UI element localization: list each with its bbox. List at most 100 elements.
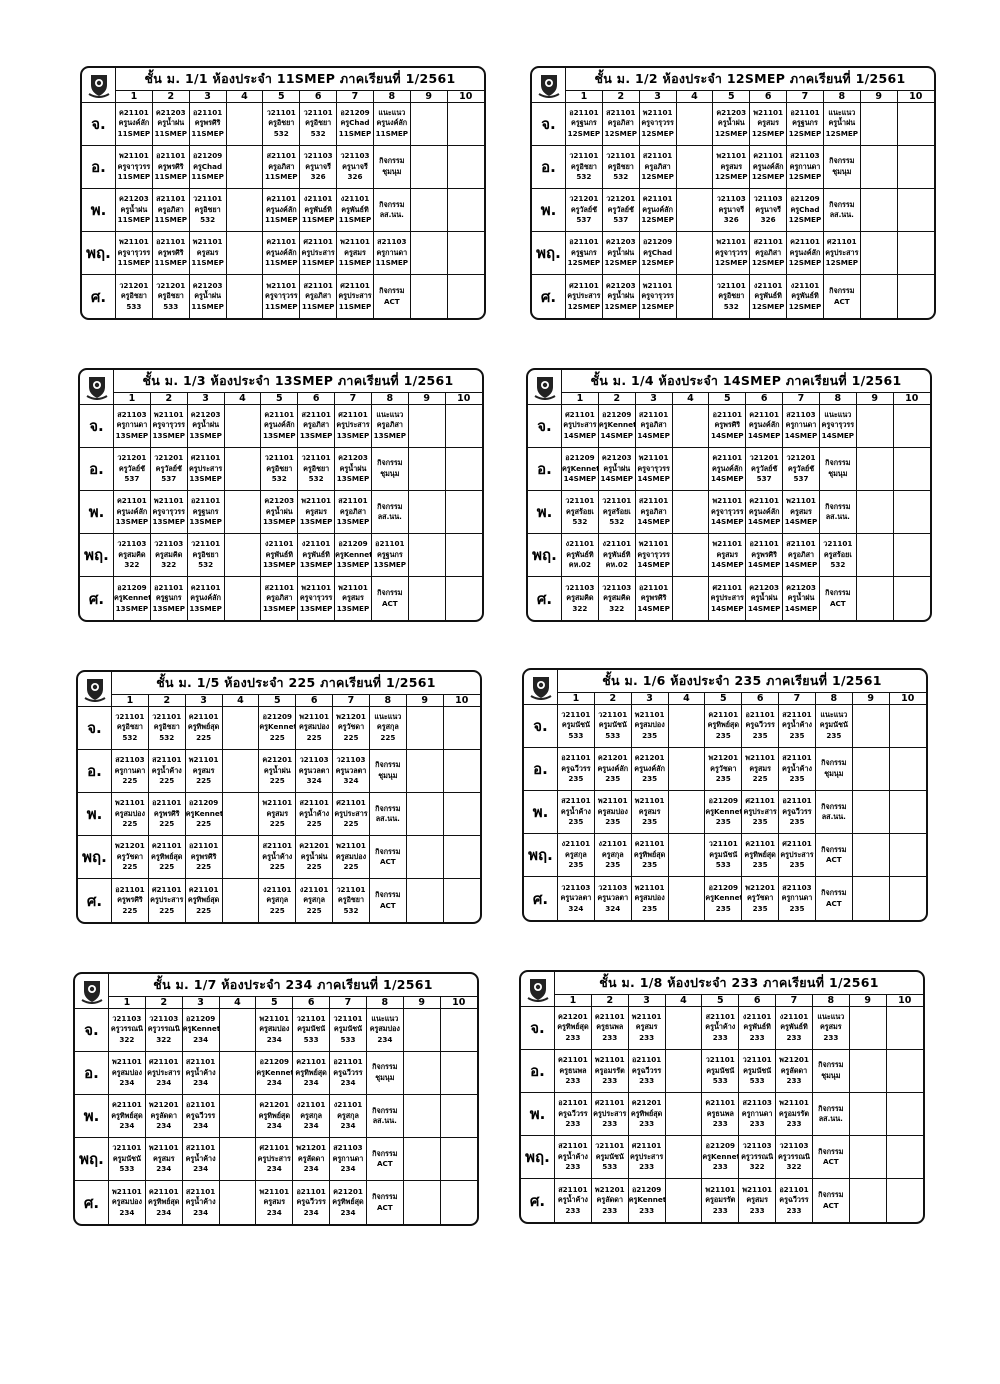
schedule-cell [444, 403, 482, 448]
schedule-cell: พ21101 ครูสมร 12SMEP [712, 144, 751, 189]
schedule-cell: กิจกรรม ACT [368, 878, 407, 922]
timetable-title: ชั้น ม. 1/6 ห้องประจำ 235 ภาคเรียนที่ 1/… [557, 670, 926, 693]
period-header: 6 [297, 391, 336, 405]
period-header: 6 [749, 89, 788, 103]
day-row: พ. ค21203 ครูน้ำฝน 11SMEP ส21101 ครูอภิสา … [82, 187, 484, 233]
day-row: ศ. ว21103 ครูสมคิด 322 ว21103 ครูสมคิด 322… [528, 576, 930, 620]
schedule-cell: ค21101 ครูทิพย์สุด 235 [741, 833, 780, 878]
schedule-cell: อ21209 ครูKennet 225 [258, 705, 297, 750]
schedule-cell: พ21101 ครูสมปอง 234 [108, 1180, 146, 1224]
day-label: พฤ. [78, 835, 112, 880]
schedule-cell [442, 791, 480, 837]
schedule-cell: กิจกรรม ชุมนุม [372, 144, 411, 189]
schedule-cell: ว21201 ครูวัลย์ชั 537 [782, 446, 820, 491]
schedule-cell: กิจกรรม ACT [811, 1135, 850, 1180]
day-row: ศ. ว21103 ครูนวลตา 324 ว21103 ครูนวลตา 324… [524, 876, 926, 920]
period-header: 10 [446, 89, 484, 103]
period-header: 9 [851, 691, 890, 705]
schedule-cell [888, 876, 926, 920]
schedule-cell: ง21101 ครูสกุล 234 [329, 1093, 367, 1139]
schedule-cell: ศ21101 ครูประสาร 14SMEP [561, 403, 599, 448]
schedule-cell [223, 489, 262, 535]
period-header: 7 [778, 691, 816, 705]
schedule-cell: ค21203 ครูน้ำฝน 13SMEP [186, 403, 225, 448]
timetable-grid: ชั้น ม. 1/1 ห้องประจำ 11SMEP ภาคเรียนที่… [82, 68, 484, 318]
period-header: 2 [597, 391, 636, 405]
schedule-cell [225, 231, 264, 276]
schedule-cell: ว21101 ครูอิชยา 532 [565, 144, 603, 189]
schedule-cell: ศ21101 ครูประสาร 233 [627, 1135, 666, 1180]
period-header: 3 [188, 89, 227, 103]
schedule-cell: ว21101 ครูอิชยา 532 [332, 878, 370, 922]
schedule-cell [444, 576, 482, 620]
period-header: 8 [814, 691, 853, 705]
schedule-cell: พ21101 ครูจารุวรร 13SMEP [297, 576, 336, 620]
schedule-cell [675, 187, 714, 233]
schedule-cell: พ21201 ครูวัชดา 225 [332, 705, 370, 750]
schedule-cell: ค21101 ครูทิพย์สุด 225 [184, 705, 223, 750]
schedule-cell: ว21101 ครูอิชยา 532 [188, 187, 227, 233]
schedule-cell: ส21101 ครูน้ำค้าง 233 [554, 1135, 592, 1180]
schedule-cell [851, 833, 890, 878]
class-timetable: ชั้น ม. 1/4 ห้องประจำ 14SMEP ภาคเรียนที่… [526, 368, 932, 622]
day-label: ศ. [524, 876, 558, 920]
schedule-cell: พ21101 ครูสมร 225 [184, 748, 223, 793]
class-timetable: ชั้น ม. 1/7 ห้องประจำ 234 ภาคเรียนที่ 1/… [73, 972, 479, 1226]
day-label: อ. [524, 746, 558, 791]
schedule-cell [892, 576, 930, 620]
schedule-cell [446, 101, 484, 146]
schedule-cell: อ21209 ครูKennet 225 [184, 791, 223, 837]
day-row: อ. อ21101 ครูฉวีวรร 235 ค21201 ครูนงค์ลัก … [524, 746, 926, 791]
schedule-cell: ง21101 ครูพันธ์ทิ 233 [775, 1005, 813, 1050]
schedule-cell: พ21101 ครูสมร 11SMEP [336, 231, 374, 276]
day-row: ศ. ส21101 ครูน้ำค้าง 233 พ21201 ครูลัดดา 2… [521, 1178, 923, 1222]
schedule-cell: กิจกรรม ชุมนุม [818, 446, 857, 491]
day-row: อ. ว21101 ครูอิชยา 532 ว21101 ครูอิชยา 532… [532, 144, 934, 189]
day-label: อ. [528, 446, 562, 491]
schedule-cell: ว21101 ครูอิชยา 532 [260, 446, 299, 491]
period-header: 4 [664, 993, 703, 1007]
schedule-cell: พ21101 ครูสมปอง 225 [111, 791, 149, 837]
schedule-cell [885, 1048, 923, 1093]
schedule-cell: ค21203 ครูน้ำฝน 13SMEP [334, 446, 372, 491]
period-header: 10 [885, 993, 923, 1007]
schedule-cell: อ21209 ครูChad 11SMEP [336, 101, 374, 146]
schedule-cell: กิจกรรม ACT [365, 1137, 404, 1182]
schedule-cell: พ21101 ครูจารุวรร 13SMEP [149, 403, 188, 448]
day-label: พ. [528, 489, 562, 535]
schedule-cell [407, 533, 446, 578]
schedule-cell [409, 101, 448, 146]
schedule-cell: แนะแนว ครูจารุวรร 14SMEP [818, 403, 857, 448]
schedule-cell: ง21101 ครูพันธ์ทิ 12SMEP [786, 274, 824, 318]
schedule-cell: ค21101 ครูทิพย์สุด 235 [630, 833, 669, 878]
schedule-cell: ว21101 ครูมนัชนั 533 [704, 833, 743, 878]
schedule-cell: ส21101 ครูอภิสา 14SMEP [634, 403, 673, 448]
schedule-cell [885, 1091, 923, 1137]
schedule-cell: กิจกรรม ชุมนุม [365, 1050, 404, 1095]
schedule-cell [888, 746, 926, 791]
schedule-cell: พ21201 ครูลัดดา 233 [775, 1048, 813, 1093]
schedule-cell [896, 144, 934, 189]
period-header: 1 [565, 89, 603, 103]
schedule-cell: อ21101 ครูฉวีวรร 234 [292, 1180, 331, 1224]
schedule-cell: พ21101 ครูสมปอง 225 [295, 705, 334, 750]
schedule-cell [409, 231, 448, 276]
schedule-cell: ค21201 ครูนงค์ลัก 235 [593, 746, 632, 791]
period-header: 7 [332, 693, 370, 707]
schedule-cell [223, 403, 262, 448]
schedule-cell: ส21101 ครูอภิสา 11SMEP [151, 187, 190, 233]
schedule-cell: ค21101 ครูนงค์ลัก 11SMEP [262, 187, 301, 233]
schedule-cell: อ21209 ครูKennet 233 [627, 1178, 666, 1222]
timetable-grid: ชั้น ม. 1/2 ห้องประจำ 12SMEP ภาคเรียนที่… [532, 68, 934, 318]
schedule-cell: ค21203 ครูน้ำฝน 11SMEP [151, 101, 190, 146]
schedule-cell: ส21101 ครูอภิสา 13SMEP [297, 403, 336, 448]
schedule-cell [221, 878, 260, 922]
schedule-cell: อ21101 ครูฉวีวรร 233 [627, 1048, 666, 1093]
schedule-cell [892, 489, 930, 535]
day-row: ศ. พ21101 ครูสมปอง 234 ค21101 ครูทิพย์สุด … [75, 1180, 477, 1224]
day-row: ศ. ศ21101 ครูประสาร 12SMEP ค21203 ครูน้ำฝน… [532, 274, 934, 318]
period-header: 10 [442, 693, 480, 707]
schedule-cell: พ21101 ครูจารุวรร 14SMEP [708, 489, 747, 535]
timetable-grid: ชั้น ม. 1/3 ห้องประจำ 13SMEP ภาคเรียนที่… [80, 370, 482, 620]
period-header: 5 [708, 391, 747, 405]
